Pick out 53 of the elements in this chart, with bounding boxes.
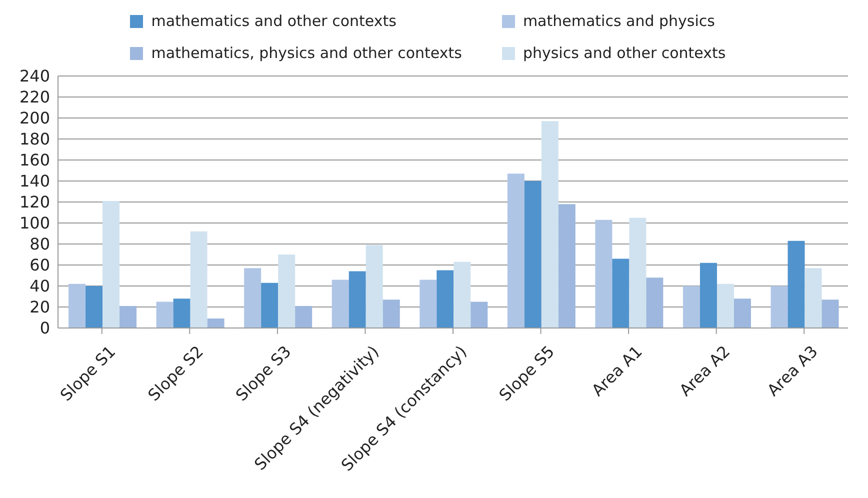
y-tick-label: 140 xyxy=(19,172,50,191)
bar xyxy=(612,258,630,328)
bar xyxy=(173,298,190,328)
legend-label: mathematics, physics and other contexts xyxy=(151,44,462,62)
bar xyxy=(646,278,664,328)
bar xyxy=(716,284,734,328)
legend-label: mathematics and other contexts xyxy=(151,12,396,30)
bar xyxy=(244,268,262,328)
y-tick-label: 120 xyxy=(19,192,50,212)
bar xyxy=(102,200,120,328)
y-tick-label: 80 xyxy=(30,234,50,254)
bar xyxy=(770,286,788,328)
bar xyxy=(382,300,400,328)
bar xyxy=(822,300,839,328)
y-tick-label: 100 xyxy=(19,214,50,233)
bar xyxy=(629,218,646,328)
bar xyxy=(734,298,751,328)
bar xyxy=(156,302,174,328)
y-tick-label: 180 xyxy=(19,130,50,149)
y-tick-label: 40 xyxy=(30,276,50,296)
bar xyxy=(788,240,805,328)
legend-label: physics and other contexts xyxy=(522,44,726,62)
bar xyxy=(295,306,312,328)
bar xyxy=(700,262,717,328)
bar xyxy=(278,254,296,328)
bar xyxy=(261,282,278,328)
bar xyxy=(436,270,454,328)
bar xyxy=(454,262,471,328)
bar xyxy=(804,268,822,328)
y-tick-label: 240 xyxy=(19,66,50,86)
bar xyxy=(470,302,488,328)
y-tick-label: 220 xyxy=(19,88,50,107)
y-tick-label: 160 xyxy=(19,150,50,170)
bar xyxy=(524,181,542,328)
bar xyxy=(558,204,576,328)
legend-label: mathematics and physics xyxy=(522,12,715,30)
bar xyxy=(86,286,103,328)
y-tick-label: 20 xyxy=(30,298,50,317)
bar xyxy=(207,318,224,328)
bar xyxy=(120,306,137,328)
bar xyxy=(541,121,558,328)
bar xyxy=(420,280,437,328)
y-tick-label: 200 xyxy=(19,108,50,128)
bar xyxy=(366,245,383,328)
bar xyxy=(507,174,524,328)
bar xyxy=(190,231,208,328)
bar xyxy=(332,280,349,328)
bar xyxy=(682,286,700,328)
y-tick-label: 60 xyxy=(30,256,50,275)
bar xyxy=(595,220,612,328)
bar xyxy=(348,271,366,328)
y-tick-label: 0 xyxy=(40,318,50,338)
bar xyxy=(68,284,86,328)
